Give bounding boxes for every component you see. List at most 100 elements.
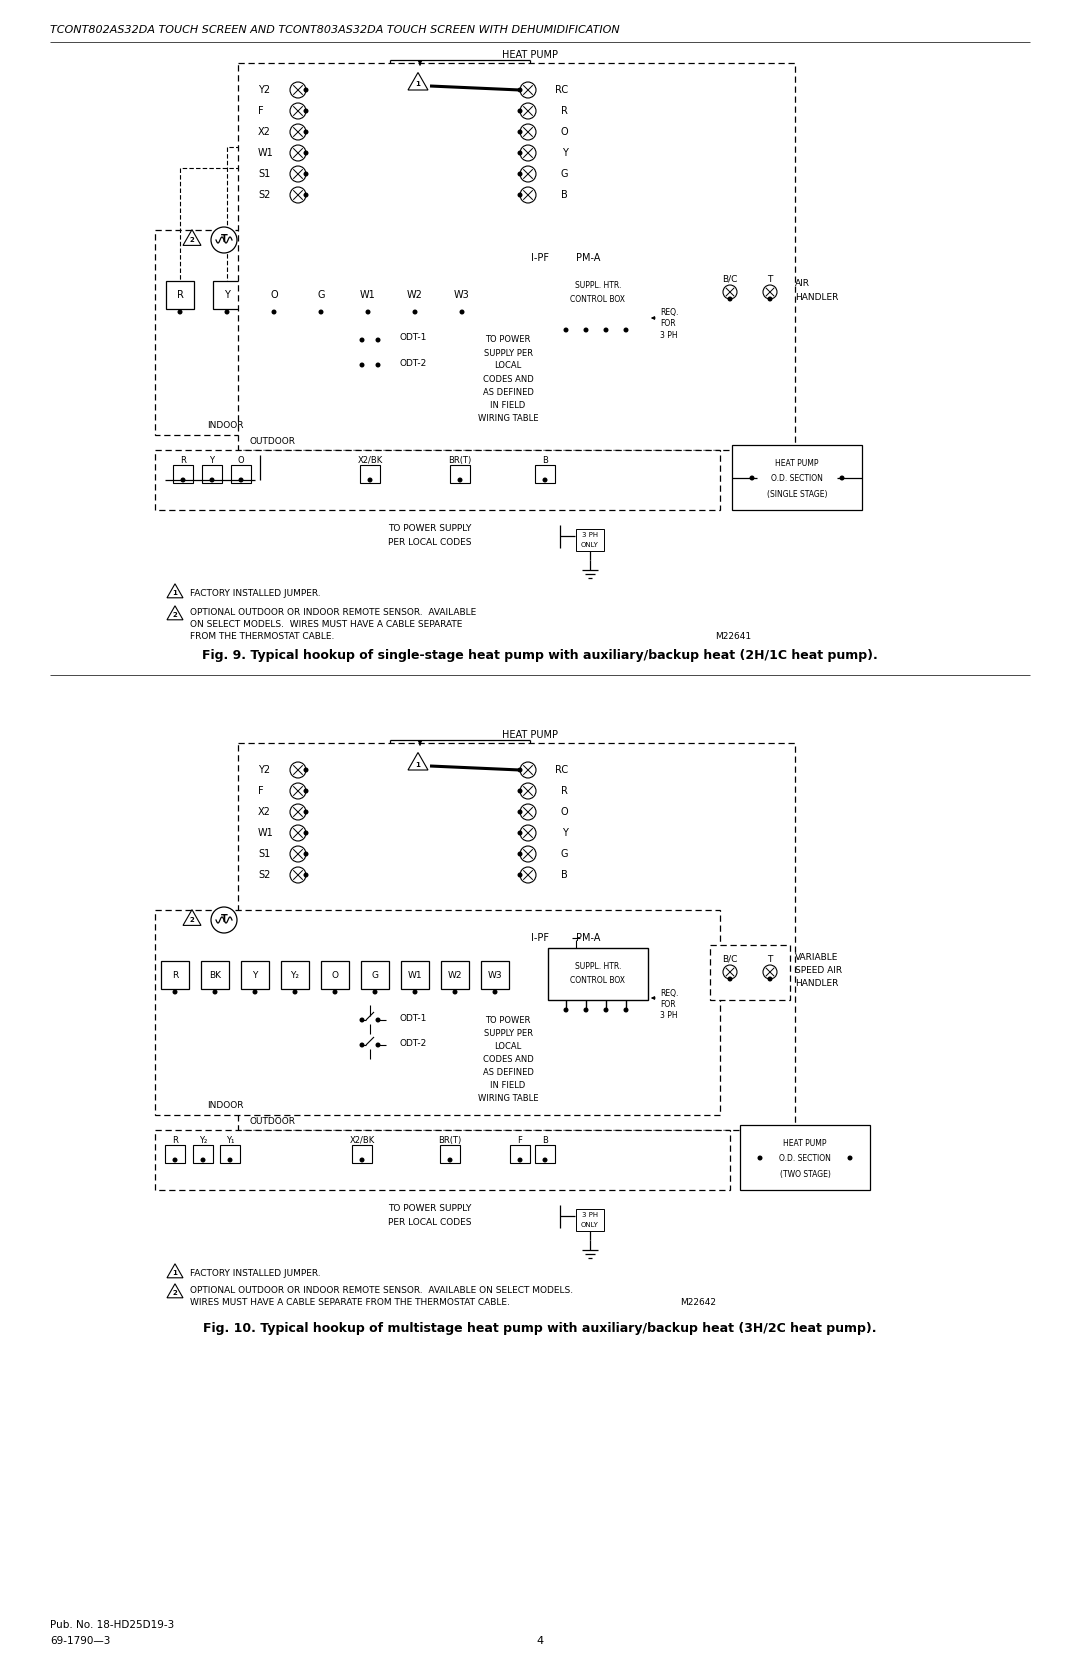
- Circle shape: [604, 1008, 608, 1013]
- Text: BK: BK: [210, 970, 221, 980]
- Circle shape: [517, 130, 523, 135]
- Text: 3 PH: 3 PH: [582, 532, 598, 537]
- Bar: [732, 446, 862, 511]
- Text: Y: Y: [253, 970, 258, 980]
- FancyBboxPatch shape: [156, 1130, 730, 1190]
- Bar: [361, 961, 389, 990]
- Circle shape: [542, 477, 548, 482]
- Bar: [193, 1145, 213, 1163]
- Circle shape: [293, 990, 297, 995]
- Text: SUPPLY PER: SUPPLY PER: [484, 1028, 532, 1038]
- Bar: [231, 466, 251, 482]
- Text: IN FIELD: IN FIELD: [490, 401, 526, 409]
- Text: 1: 1: [416, 761, 420, 768]
- Circle shape: [583, 327, 589, 332]
- Text: O.D. SECTION: O.D. SECTION: [779, 1153, 831, 1163]
- Text: X2: X2: [258, 808, 271, 818]
- Polygon shape: [167, 606, 183, 619]
- Bar: [241, 961, 269, 990]
- Text: S2: S2: [258, 190, 270, 200]
- Polygon shape: [167, 584, 183, 598]
- Text: FACTORY INSTALLED JUMPER.: FACTORY INSTALLED JUMPER.: [190, 589, 321, 598]
- Text: Y: Y: [562, 828, 568, 838]
- Text: G: G: [318, 290, 325, 300]
- Circle shape: [517, 873, 523, 878]
- Text: (TWO STAGE): (TWO STAGE): [780, 1170, 831, 1178]
- Text: 3 PH: 3 PH: [660, 1010, 677, 1020]
- Circle shape: [413, 990, 418, 995]
- Bar: [281, 961, 309, 990]
- Circle shape: [564, 1008, 568, 1013]
- Text: T: T: [767, 955, 772, 963]
- Circle shape: [376, 337, 380, 342]
- Circle shape: [291, 103, 306, 118]
- Text: ODT-2: ODT-2: [400, 359, 428, 367]
- Text: ODT-1: ODT-1: [400, 334, 428, 342]
- Bar: [535, 466, 555, 482]
- Text: M22642: M22642: [680, 1297, 716, 1307]
- Text: WIRES MUST HAVE A CABLE SEPARATE FROM THE THERMOSTAT CABLE.: WIRES MUST HAVE A CABLE SEPARATE FROM TH…: [190, 1297, 510, 1307]
- Bar: [166, 280, 194, 309]
- FancyBboxPatch shape: [710, 265, 789, 320]
- Text: LOCAL: LOCAL: [495, 1041, 522, 1050]
- Circle shape: [210, 477, 215, 482]
- Text: S2: S2: [258, 870, 270, 880]
- Text: B/C: B/C: [723, 274, 738, 284]
- Text: 3 PH: 3 PH: [582, 1212, 598, 1218]
- Text: Y2: Y2: [258, 764, 270, 774]
- Text: B: B: [542, 456, 548, 464]
- Circle shape: [762, 965, 777, 980]
- Bar: [354, 280, 382, 309]
- Text: AS DEFINED: AS DEFINED: [483, 387, 534, 397]
- Circle shape: [376, 1018, 380, 1023]
- Circle shape: [458, 477, 462, 482]
- Text: R: R: [176, 290, 184, 300]
- Circle shape: [519, 783, 536, 799]
- Circle shape: [447, 1158, 453, 1163]
- Polygon shape: [183, 910, 201, 925]
- Circle shape: [492, 990, 498, 995]
- Text: BR(T): BR(T): [448, 456, 472, 464]
- Text: 4: 4: [537, 1636, 543, 1646]
- Bar: [448, 280, 476, 309]
- Circle shape: [303, 172, 309, 177]
- Text: F: F: [258, 786, 264, 796]
- Circle shape: [519, 103, 536, 118]
- Circle shape: [728, 297, 732, 302]
- Circle shape: [291, 763, 306, 778]
- Circle shape: [291, 824, 306, 841]
- Bar: [202, 466, 222, 482]
- Text: OPTIONAL OUTDOOR OR INDOOR REMOTE SENSOR.  AVAILABLE ON SELECT MODELS.: OPTIONAL OUTDOOR OR INDOOR REMOTE SENSOR…: [190, 1285, 573, 1295]
- Text: TO POWER: TO POWER: [485, 1015, 530, 1025]
- Bar: [213, 280, 241, 309]
- Circle shape: [604, 327, 608, 332]
- Text: G: G: [561, 850, 568, 860]
- Polygon shape: [183, 230, 201, 245]
- Bar: [401, 961, 429, 990]
- Circle shape: [517, 831, 523, 836]
- Text: W1: W1: [258, 828, 273, 838]
- Text: RC: RC: [555, 85, 568, 95]
- Text: I-PF: I-PF: [531, 254, 549, 264]
- Circle shape: [360, 337, 365, 342]
- Circle shape: [303, 768, 309, 773]
- Text: TCONT802AS32DA TOUCH SCREEN AND TCONT803AS32DA TOUCH SCREEN WITH DEHUMIDIFICATIO: TCONT802AS32DA TOUCH SCREEN AND TCONT803…: [50, 25, 620, 35]
- Text: T: T: [220, 234, 228, 244]
- Bar: [441, 961, 469, 990]
- Circle shape: [723, 285, 737, 299]
- Circle shape: [768, 297, 772, 302]
- Text: O: O: [332, 970, 338, 980]
- Text: REQ.: REQ.: [660, 988, 678, 998]
- Text: O: O: [270, 290, 278, 300]
- Circle shape: [367, 477, 373, 482]
- Text: HEAT PUMP: HEAT PUMP: [502, 50, 558, 60]
- Text: ONLY: ONLY: [581, 542, 599, 547]
- Circle shape: [517, 809, 523, 814]
- Circle shape: [519, 165, 536, 182]
- Bar: [352, 1145, 372, 1163]
- Text: CODES AND: CODES AND: [483, 1055, 534, 1063]
- Text: T: T: [220, 915, 228, 925]
- Text: S1: S1: [258, 169, 270, 179]
- Circle shape: [201, 1158, 205, 1163]
- Text: FOR: FOR: [660, 319, 676, 329]
